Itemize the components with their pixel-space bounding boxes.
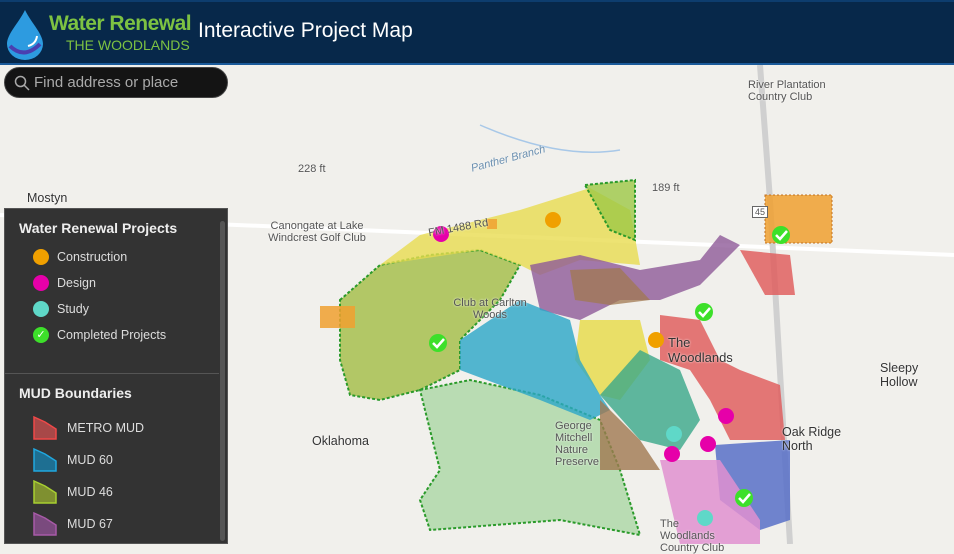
legend-metro-mud: METRO MUD bbox=[33, 416, 144, 440]
page-title: Interactive Project Map bbox=[198, 19, 413, 42]
construction-icon bbox=[33, 249, 49, 265]
map-label: Club at Carlton Woods bbox=[453, 297, 527, 321]
map-label: The Woodlands Country Club bbox=[660, 518, 725, 554]
legend-divider bbox=[5, 373, 219, 374]
yellow-area[interactable] bbox=[380, 188, 640, 275]
map-label: 228 ft bbox=[298, 163, 326, 175]
mud-60-area[interactable] bbox=[460, 300, 610, 420]
marker-completed[interactable] bbox=[429, 334, 447, 352]
legend-label: Study bbox=[57, 302, 89, 316]
legend-mud-46: MUD 46 bbox=[33, 480, 113, 504]
map-label: 189 ft bbox=[652, 182, 680, 194]
polygon-swatch-icon bbox=[33, 448, 57, 472]
polygon-swatch-icon bbox=[33, 512, 57, 536]
marker-construction[interactable] bbox=[545, 212, 561, 228]
map-label: Oak Ridge North bbox=[782, 425, 842, 453]
map-label: George Mitchell Nature Preserve bbox=[555, 420, 600, 468]
preserve-area[interactable] bbox=[418, 378, 642, 537]
mud-legend-title: MUD Boundaries bbox=[19, 385, 132, 401]
polygon-swatch-icon bbox=[33, 416, 57, 440]
legend-label: MUD 60 bbox=[67, 453, 113, 467]
polygon-swatch-icon bbox=[33, 480, 57, 504]
interstate-45-shield: 45 bbox=[752, 206, 769, 218]
marker-study[interactable] bbox=[697, 510, 713, 526]
brand-name: Water Renewal bbox=[49, 12, 192, 35]
metro-mud-area[interactable] bbox=[660, 315, 785, 440]
mud-46-area[interactable] bbox=[339, 248, 522, 402]
check-icon: ✓ bbox=[33, 327, 49, 343]
legend-label: Construction bbox=[57, 250, 128, 264]
legend-construction: Construction bbox=[33, 249, 127, 265]
legend-design: Design bbox=[33, 275, 96, 291]
projects-legend-title: Water Renewal Projects bbox=[19, 220, 178, 236]
marker-completed[interactable] bbox=[772, 226, 790, 244]
app-header: Water Renewal THE WOODLANDS Interactive … bbox=[0, 0, 954, 65]
marker-completed[interactable] bbox=[695, 303, 713, 321]
marker-study[interactable] bbox=[666, 426, 682, 442]
search-input[interactable]: Find address or place bbox=[34, 74, 179, 91]
legend-label: Design bbox=[57, 276, 96, 290]
marker-completed[interactable] bbox=[735, 489, 753, 507]
legend-panel: Water Renewal Projects Construction Desi… bbox=[4, 208, 228, 544]
marker-design[interactable] bbox=[433, 226, 449, 242]
map-label: River Plantation Country Club bbox=[748, 79, 826, 103]
map-label: Oklahoma bbox=[312, 434, 369, 448]
legend-label: MUD 67 bbox=[67, 517, 113, 531]
legend-label: MUD 46 bbox=[67, 485, 113, 499]
marker-design[interactable] bbox=[664, 446, 680, 462]
legend-scrollbar[interactable] bbox=[220, 221, 225, 541]
search-box[interactable]: Find address or place bbox=[4, 67, 228, 98]
legend-mud-67: MUD 67 bbox=[33, 512, 113, 536]
marker-design[interactable] bbox=[700, 436, 716, 452]
search-icon bbox=[14, 75, 30, 91]
legend-mud-60: MUD 60 bbox=[33, 448, 113, 472]
legend-label: METRO MUD bbox=[67, 421, 145, 435]
marker-construction[interactable] bbox=[648, 332, 664, 348]
water-drop-logo-icon bbox=[7, 10, 43, 60]
study-icon bbox=[33, 301, 49, 317]
map-label: Sleepy Hollow bbox=[880, 361, 919, 389]
marker-design[interactable] bbox=[718, 408, 734, 424]
map-label: Mostyn bbox=[27, 191, 68, 205]
legend-label: Completed Projects bbox=[57, 328, 167, 342]
map-label: Canongate at Lake Windcrest Golf Club bbox=[268, 220, 366, 244]
legend-study: Study bbox=[33, 301, 89, 317]
design-icon bbox=[33, 275, 49, 291]
legend-completed: ✓ Completed Projects bbox=[33, 327, 166, 343]
brand-subtitle: THE WOODLANDS bbox=[66, 37, 190, 53]
map-label: The Woodlands bbox=[668, 335, 733, 365]
